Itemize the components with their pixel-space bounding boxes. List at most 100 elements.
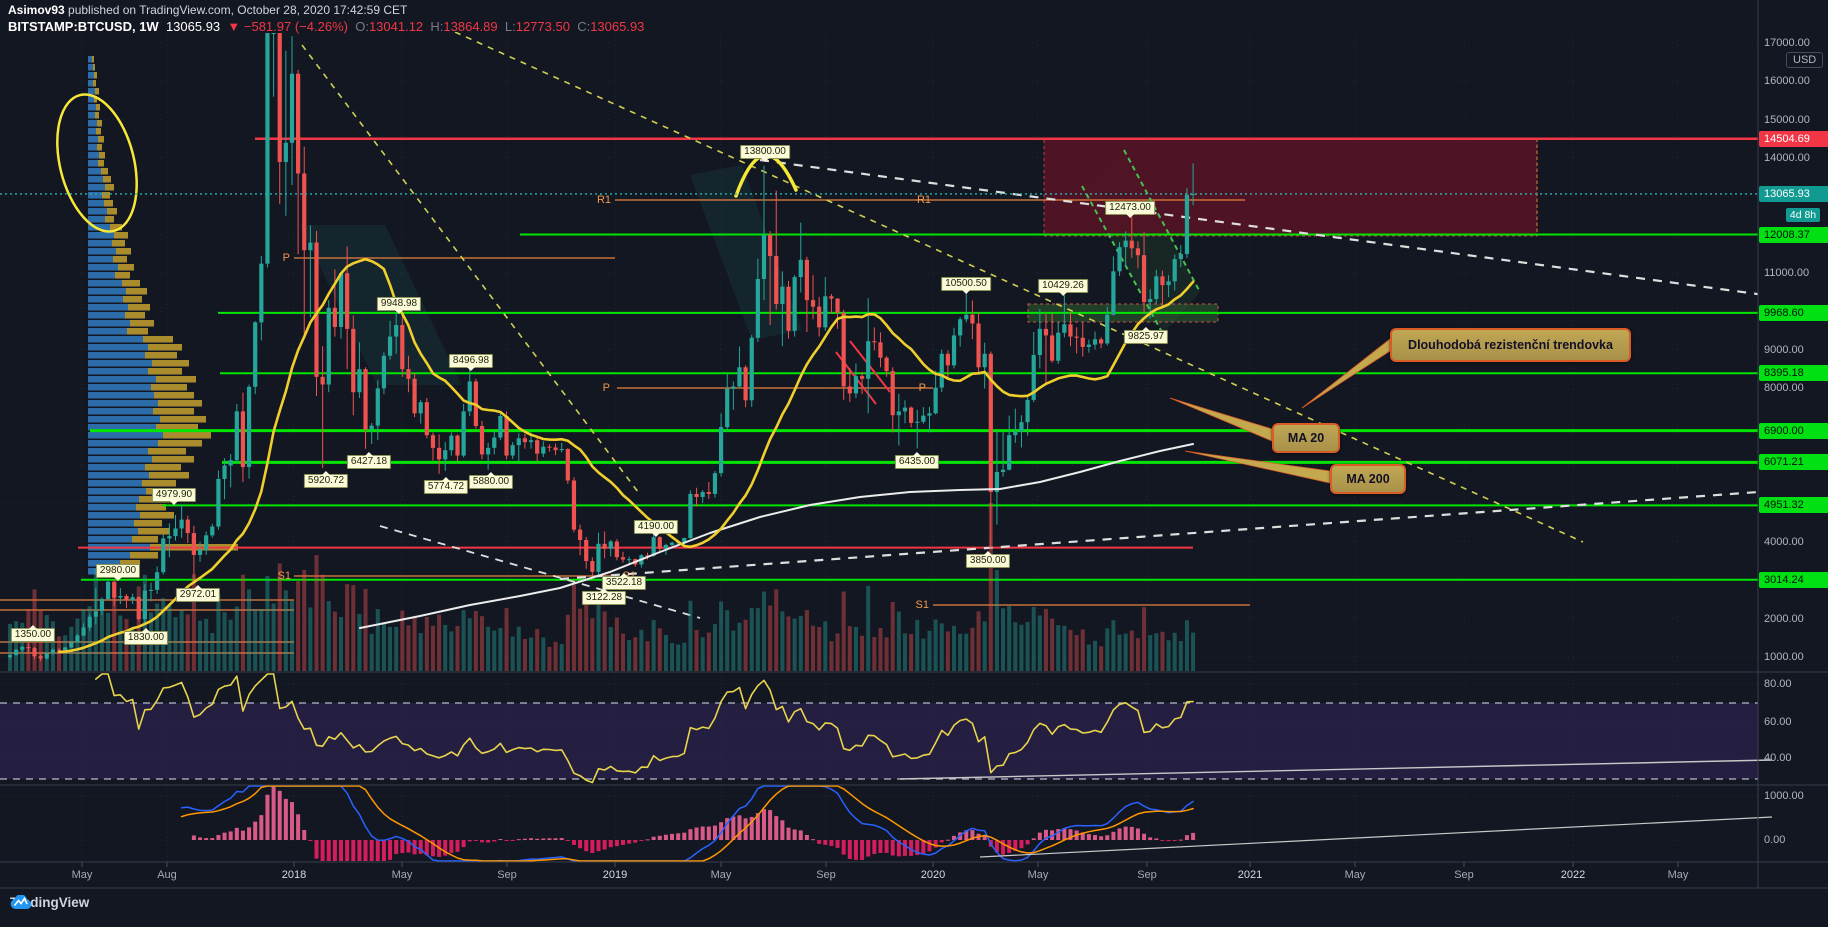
volume-bar (553, 641, 558, 671)
macd-pane[interactable] (180, 785, 1773, 862)
currency-toggle[interactable]: USD (1786, 52, 1824, 68)
callout-ma20-note[interactable]: MA 20 (1272, 423, 1340, 453)
macd-hist-bar (222, 832, 227, 840)
candle-body (645, 555, 650, 557)
candle-body (571, 480, 577, 530)
volume-profile-row-buy (88, 120, 97, 127)
volume-bar (847, 626, 852, 671)
volume-profile-row-sell (98, 136, 104, 143)
volume-bar (498, 628, 503, 671)
volume-profile-row-sell (148, 344, 182, 351)
author-name: Asimov93 (8, 3, 65, 17)
volume-bar (130, 627, 135, 671)
volume-profile-row-sell (104, 200, 113, 207)
macd-hist-bar (228, 831, 233, 840)
channel-zone (690, 165, 802, 340)
macd-hist-bar (841, 840, 846, 855)
macd-hist-bar (1166, 840, 1171, 842)
symbol-title: BITSTAMP:BTCUSD, 1W (8, 19, 159, 34)
candle-body (75, 635, 80, 643)
volume-bar (394, 626, 399, 671)
macd-hist-bar (731, 816, 736, 840)
volume-profile-row-sell (115, 272, 130, 279)
candle-body (1086, 344, 1091, 347)
candle-body (124, 595, 129, 601)
candle-body (553, 447, 558, 451)
volume-profile-row-sell (107, 208, 117, 215)
candle-body (792, 277, 797, 331)
main-pane[interactable] (0, 32, 1772, 671)
macd-hist-bar (755, 813, 760, 840)
macd-hist-bar (761, 809, 766, 840)
volume-profile-row-sell (114, 232, 128, 239)
volume-bar (400, 610, 405, 671)
macd-hist-bar (296, 814, 301, 840)
volume-profile-row-buy (88, 504, 136, 511)
macd-hist-bar (657, 835, 662, 840)
candle-body (14, 649, 19, 656)
volume-bar (381, 623, 386, 671)
candle-body (761, 234, 767, 280)
volume-profile-row-sell (105, 184, 114, 191)
candle-body (725, 388, 730, 428)
volume-profile-row-buy (88, 440, 158, 447)
macd-hist-bar (719, 822, 724, 840)
candle-body (1129, 240, 1134, 249)
macd-hist-bar (547, 838, 552, 840)
volume-profile-row-sell (143, 336, 173, 343)
macd-hist-bar (1191, 832, 1196, 840)
macd-hist-bar (706, 826, 711, 840)
macd-hist-bar (1105, 835, 1110, 840)
candle-body (528, 440, 534, 443)
macd-hist-bar (811, 839, 816, 841)
macd-hist-bar (480, 840, 485, 843)
macd-hist-bar (829, 840, 834, 846)
rsi-pane[interactable] (0, 673, 1773, 784)
candle-body (669, 542, 675, 545)
volume-bar (902, 633, 907, 671)
candle-body (890, 371, 895, 416)
candle-body (866, 341, 871, 379)
macd-hist-bar (504, 840, 509, 841)
volume-bar (26, 609, 31, 671)
macd-hist-bar (645, 839, 650, 841)
volume-profile-row-buy (88, 376, 156, 383)
volume-bar (853, 626, 858, 671)
macd-hist-bar (240, 830, 245, 840)
volume-profile-row-sell (128, 304, 150, 311)
macd-hist-bar (1062, 828, 1067, 840)
volume-profile-row-sell (96, 128, 101, 135)
candlestick-layer (7, 33, 1196, 662)
volume-profile-row-buy (88, 224, 110, 231)
volume-bar (412, 616, 417, 671)
macd-hist-bar (945, 839, 950, 841)
volume-bar (467, 618, 472, 671)
macd-hist-bar (388, 840, 393, 860)
candle-body (970, 314, 975, 324)
candle-body (161, 538, 166, 573)
volume-bar (700, 637, 705, 671)
callout-trendline-note[interactable]: Dlouhodobá rezistenční trendovka (1390, 328, 1631, 362)
macd-hist-bar (461, 840, 466, 848)
volume-bar (234, 606, 239, 671)
candle-body (614, 541, 619, 558)
tradingview-attribution[interactable]: TradingView (10, 895, 89, 910)
volume-profile-row-sell (92, 56, 94, 63)
volume-bar (339, 617, 344, 671)
candle-body (118, 595, 123, 598)
volume-bar (982, 621, 987, 671)
candle-body (210, 526, 215, 536)
volume-profile-row-buy (88, 456, 152, 463)
volume-profile-row-sell (99, 152, 105, 159)
callout-ma200-note[interactable]: MA 200 (1330, 464, 1406, 494)
macd-hist-bar (602, 840, 607, 850)
volume-bar (406, 625, 411, 671)
volume-bar (314, 555, 319, 671)
volume-bar (1013, 622, 1018, 671)
volume-profile-row-sell (148, 448, 186, 455)
candle-body (1062, 324, 1067, 333)
volume-profile-row-buy (88, 72, 94, 79)
candle-body (1111, 271, 1116, 315)
candle-body (1031, 354, 1036, 400)
